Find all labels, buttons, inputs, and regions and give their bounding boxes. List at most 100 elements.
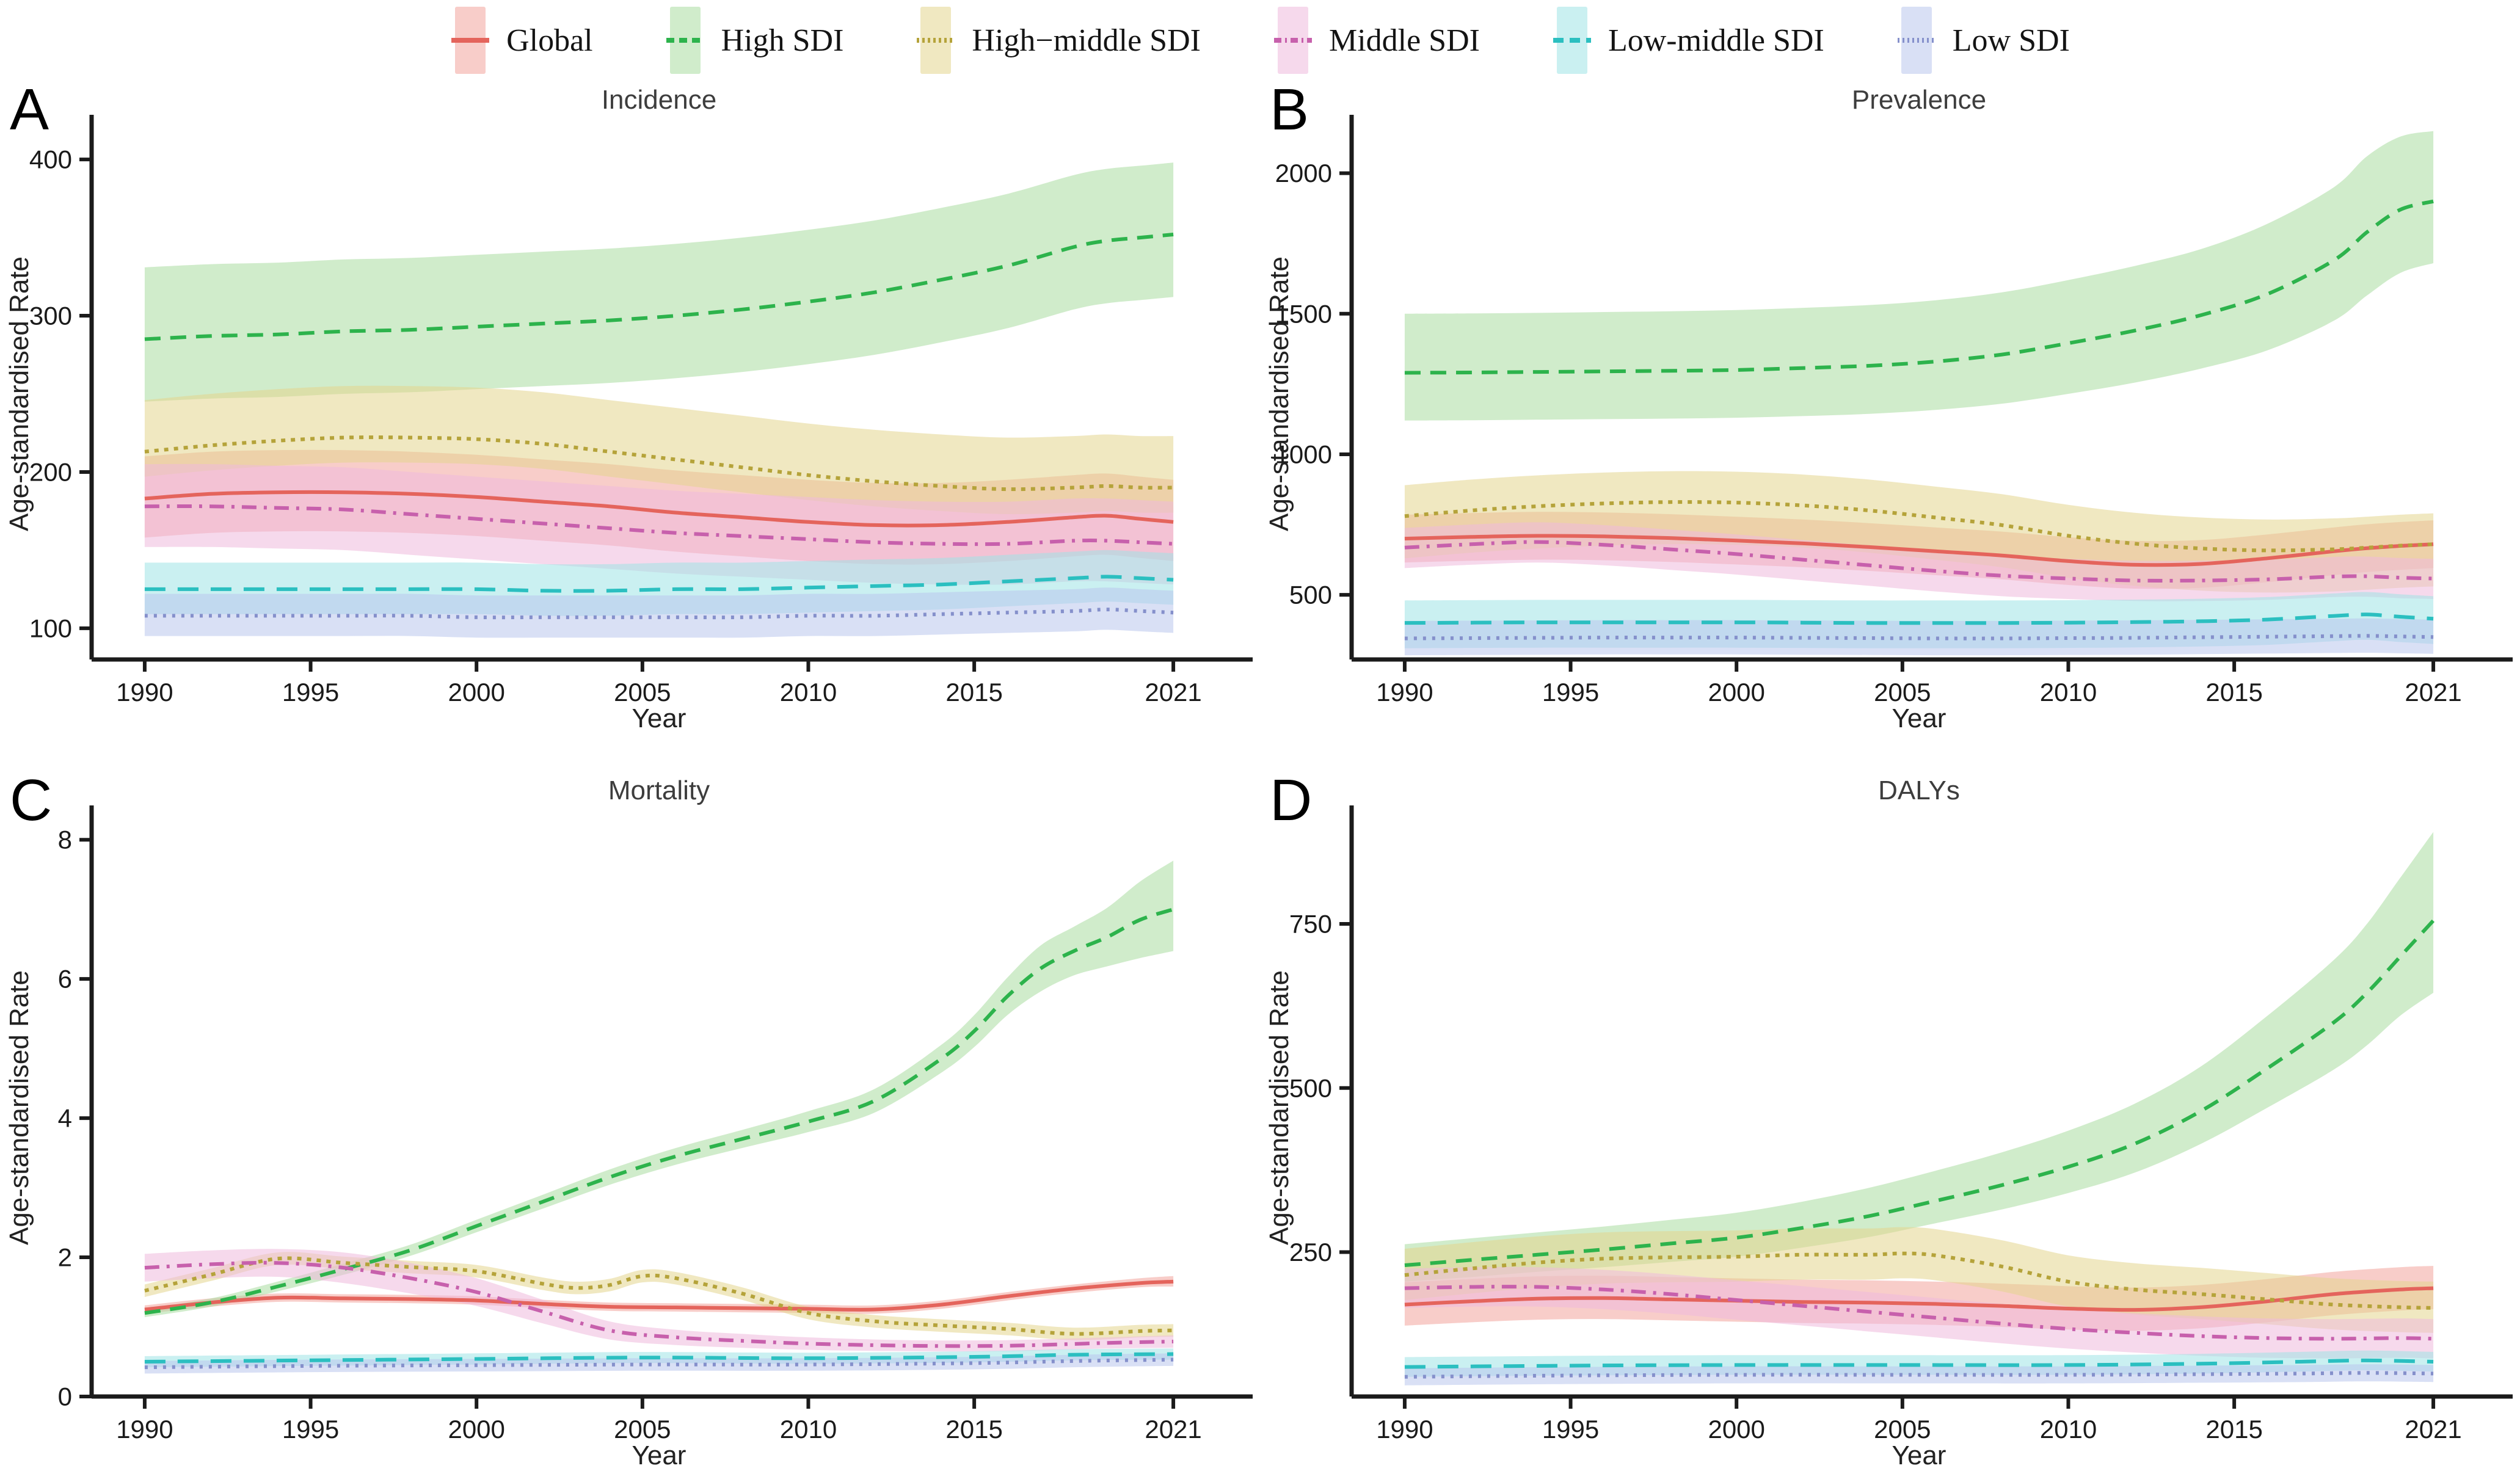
series-line-global bbox=[144, 490, 1174, 528]
chart-svg-A: 100 200 300 400 1990 1995 2000 2005 2010 2015 2021… bbox=[4, 85, 1253, 733]
y-tick-label: 4 bbox=[58, 1104, 72, 1133]
x-tick-label: 1990 bbox=[116, 1415, 173, 1444]
panel-letter-d: D bbox=[1270, 768, 1313, 833]
x-tick-label: 2000 bbox=[1708, 678, 1764, 706]
y-tick-label: 750 bbox=[1289, 910, 1332, 939]
axis-ticks: 0 2 4 6 8 1990 1995 2000 2005 2010 2015 2021 bbox=[58, 826, 1202, 1444]
ribbon-high-sdi bbox=[144, 162, 1174, 402]
x-tick-label: 1995 bbox=[1542, 1415, 1599, 1444]
x-tick-label: 2000 bbox=[448, 1415, 504, 1444]
series-line-low-middle-sdi bbox=[1404, 612, 2434, 625]
series-line-middle-sdi bbox=[1404, 540, 2434, 583]
legend-key-icon bbox=[917, 7, 955, 74]
series-lines bbox=[1404, 199, 2434, 641]
panel-letter-c: C bbox=[10, 768, 53, 833]
ribbon-high-middle-sdi bbox=[1404, 1227, 2434, 1333]
ribbon-high-sdi bbox=[1404, 131, 2434, 421]
y-tick-label: 500 bbox=[1289, 581, 1332, 609]
chart-title: Prevalence bbox=[1852, 85, 1986, 115]
x-tick-label: 2005 bbox=[1874, 1415, 1931, 1444]
panel-dalys: D 250 500 750 1990 1995 2000 2005 2010 2015 2021 D… bbox=[1260, 771, 2520, 1479]
x-tick-label: 1995 bbox=[1542, 678, 1599, 706]
x-tick-label: 2015 bbox=[2205, 1415, 2262, 1444]
series-line-global bbox=[1404, 534, 2434, 567]
y-tick-label: 6 bbox=[58, 965, 72, 993]
chart-incidence: 100 200 300 400 1990 1995 2000 2005 2010 2015 2021… bbox=[0, 81, 1260, 742]
y-tick-label: 2 bbox=[58, 1243, 72, 1272]
legend-label: Low SDI bbox=[1952, 23, 2070, 58]
series-line-low-middle-sdi bbox=[144, 1352, 1174, 1364]
series-lines bbox=[144, 907, 1174, 1370]
x-tick-label: 2010 bbox=[2040, 1415, 2097, 1444]
chart-dalys: 250 500 750 1990 1995 2000 2005 2010 2015 2021 DAL… bbox=[1260, 771, 2520, 1479]
y-tick-label: 1500 bbox=[1275, 299, 1332, 328]
axis-ticks: 500 1000 1500 2000 1990 1995 2000 2005 2010 2015 2… bbox=[1275, 159, 2462, 706]
y-tick-label: 2000 bbox=[1275, 159, 1332, 187]
x-tick-label: 2015 bbox=[945, 1415, 1002, 1444]
legend-key-icon bbox=[666, 7, 704, 74]
legend-label: Middle SDI bbox=[1328, 23, 1480, 58]
y-tick-label: 0 bbox=[58, 1382, 72, 1411]
legend-label: High SDI bbox=[721, 23, 844, 58]
x-tick-label: 2010 bbox=[780, 678, 837, 706]
chart-title: Incidence bbox=[602, 85, 716, 115]
y-tick-label: 200 bbox=[29, 457, 72, 486]
chart-svg-D: 250 500 750 1990 1995 2000 2005 2010 2015 2021 DAL… bbox=[1264, 776, 2513, 1470]
ribbon-global bbox=[144, 1276, 1174, 1314]
axis-ticks: 250 500 750 1990 1995 2000 2005 2010 2015 2021 bbox=[1289, 910, 2462, 1444]
x-tick-label: 1990 bbox=[116, 678, 173, 706]
series-line-low-middle-sdi bbox=[144, 575, 1174, 593]
x-tick-label: 2021 bbox=[1145, 1415, 1201, 1444]
legend-key-icon bbox=[1897, 7, 1936, 74]
x-tick-label: 2005 bbox=[614, 1415, 671, 1444]
y-axis-title: Age-standardised Rate bbox=[4, 970, 34, 1245]
chart-prevalence: 500 1000 1500 2000 1990 1995 2000 2005 2010 2015 2… bbox=[1260, 81, 2520, 742]
ribbon-high-sdi bbox=[144, 860, 1174, 1318]
series-lines bbox=[1404, 919, 2435, 1379]
x-tick-label: 2015 bbox=[2205, 678, 2262, 706]
series-line-low-sdi bbox=[1404, 1371, 2434, 1379]
ribbons bbox=[144, 162, 1174, 638]
series-line-middle-sdi bbox=[144, 1260, 1174, 1348]
panel-letter-a: A bbox=[10, 77, 49, 142]
x-tick-label: 2010 bbox=[780, 1415, 837, 1444]
panel-incidence: A 100 200 300 400 1990 1995 2000 2005 2010 2015 20… bbox=[0, 81, 1260, 742]
y-tick-label: 400 bbox=[29, 145, 72, 174]
y-tick-label: 250 bbox=[1289, 1238, 1332, 1266]
chart-title: Mortality bbox=[608, 776, 710, 805]
legend-key-icon bbox=[451, 7, 490, 74]
series-line-high-sdi bbox=[144, 907, 1174, 1315]
x-tick-label: 2015 bbox=[945, 678, 1002, 706]
y-tick-label: 8 bbox=[58, 826, 72, 854]
chart-svg-C: 0 2 4 6 8 1990 1995 2000 2005 2010 2015 2021 Mortali… bbox=[4, 776, 1253, 1470]
x-tick-label: 1995 bbox=[282, 1415, 339, 1444]
x-tick-label: 2021 bbox=[2405, 1415, 2461, 1444]
legend-label: Low-middle SDI bbox=[1608, 23, 1824, 58]
legend-item-low-sdi: Low SDI bbox=[1896, 3, 2070, 78]
series-line-high-middle-sdi bbox=[1404, 500, 2434, 553]
x-tick-label: 2021 bbox=[1145, 678, 1201, 706]
ribbon-middle-sdi bbox=[1404, 522, 2434, 601]
chart-title: DALYs bbox=[1878, 776, 1960, 805]
panel-letter-b: B bbox=[1270, 77, 1309, 142]
legend-key-icon bbox=[1553, 7, 1591, 74]
series-line-high-middle-sdi bbox=[144, 435, 1174, 492]
series-line-middle-sdi bbox=[1404, 1285, 2434, 1341]
x-axis-title: Year bbox=[1892, 1440, 1946, 1470]
panel-mortality: C 0 2 4 6 8 1990 1995 2000 2005 2010 2015 2021 Morta… bbox=[0, 771, 1260, 1479]
y-tick-label: 300 bbox=[29, 302, 72, 330]
x-tick-label: 1990 bbox=[1376, 678, 1433, 706]
chart-svg-B: 500 1000 1500 2000 1990 1995 2000 2005 2010 2015 2… bbox=[1264, 85, 2513, 733]
x-tick-label: 2005 bbox=[614, 678, 671, 706]
legend-item-low-middle-sdi: Low-middle SDI bbox=[1552, 3, 1824, 78]
series-line-high-sdi bbox=[1404, 199, 2434, 375]
series-line-middle-sdi bbox=[144, 504, 1174, 547]
y-axis-title: Age-standardised Rate bbox=[1264, 970, 1294, 1245]
y-tick-label: 100 bbox=[29, 614, 72, 642]
series-line-global bbox=[144, 1279, 1174, 1312]
ribbon-low-sdi bbox=[144, 587, 1174, 638]
legend-item-middle-sdi: Middle SDI bbox=[1273, 3, 1480, 78]
chart-mortality: 0 2 4 6 8 1990 1995 2000 2005 2010 2015 2021 Mortali… bbox=[0, 771, 1260, 1479]
x-tick-label: 2010 bbox=[2040, 678, 2097, 706]
